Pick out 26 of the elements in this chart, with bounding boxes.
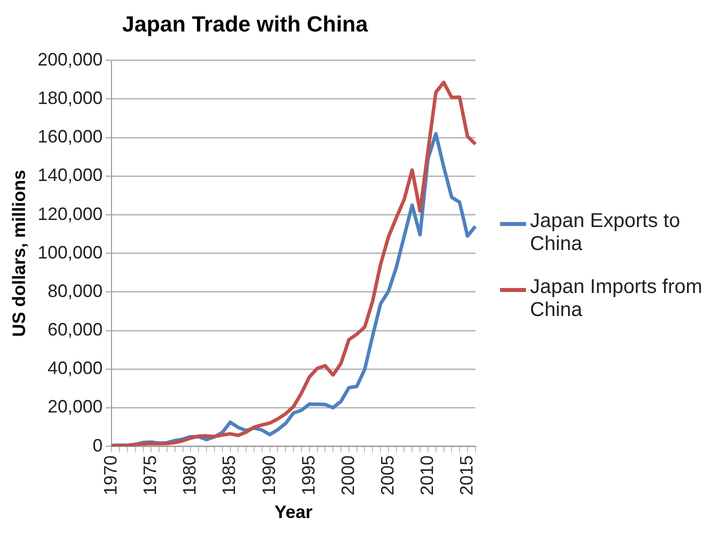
x-tick-label: 1970	[100, 455, 121, 496]
x-tick-label: 2000	[338, 455, 358, 496]
y-tick-label: 80,000	[48, 280, 103, 301]
y-tick-label: 40,000	[48, 358, 103, 378]
y-tick-label: 160,000	[38, 126, 103, 147]
legend-label: Japan Imports from China	[530, 276, 704, 322]
x-tick-label: 1980	[180, 455, 200, 496]
chart-title: Japan Trade with China	[122, 11, 369, 36]
y-tick-label: 120,000	[38, 204, 103, 224]
legend-label: Japan Exports to China	[530, 210, 682, 256]
x-axis-title: Year	[274, 502, 313, 522]
y-tick-label: 20,000	[48, 396, 103, 417]
y-axis-title: US dollars, millions	[8, 170, 29, 337]
y-tick-label: 100,000	[38, 242, 103, 262]
x-tick-label: 1990	[258, 455, 279, 496]
y-tick-label: 180,000	[38, 88, 103, 108]
x-tick-label: 1985	[219, 455, 240, 496]
y-tick-label: 200,000	[38, 49, 103, 70]
x-tick-label: 2010	[416, 455, 437, 496]
x-tick-label: 1975	[140, 455, 160, 496]
y-tick-label: 0	[92, 435, 103, 456]
x-tick-label: 2005	[377, 455, 398, 496]
x-tick-label: 1995	[298, 455, 318, 496]
x-tick-label: 2015	[456, 455, 476, 496]
y-tick-label: 140,000	[38, 165, 103, 186]
y-tick-label: 60,000	[48, 320, 103, 340]
